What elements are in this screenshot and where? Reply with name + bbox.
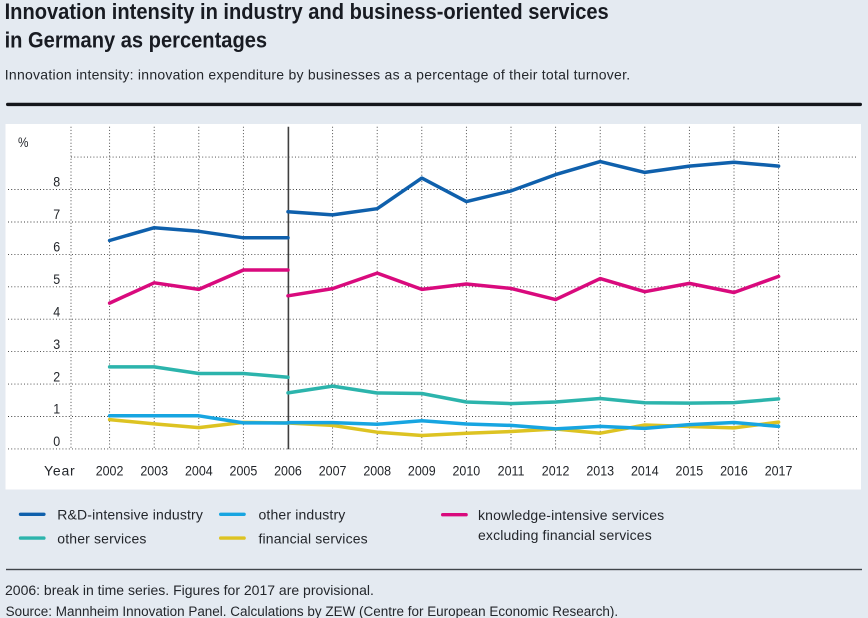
svg-text:Year: Year [44, 463, 76, 479]
svg-text:excluding financial services: excluding financial services [478, 527, 652, 543]
svg-text:8: 8 [53, 174, 60, 190]
svg-text:2012: 2012 [542, 463, 570, 479]
svg-text:%: % [18, 134, 29, 150]
svg-text:knowledge-intensive services: knowledge-intensive services [478, 507, 664, 523]
svg-text:other services: other services [57, 531, 146, 547]
svg-text:2005: 2005 [230, 463, 258, 479]
svg-text:financial services: financial services [259, 531, 368, 547]
svg-text:Innovation intensity in indust: Innovation intensity in industry and bus… [5, 0, 609, 24]
svg-text:3: 3 [53, 336, 60, 352]
svg-text:2: 2 [53, 369, 60, 385]
svg-text:2006: 2006 [274, 463, 302, 479]
svg-text:6: 6 [53, 239, 60, 255]
svg-text:Innovation intensity: innovati: Innovation intensity: innovation expendi… [5, 66, 631, 82]
svg-text:2016: 2016 [720, 463, 748, 479]
svg-text:2008: 2008 [363, 463, 391, 479]
svg-text:2002: 2002 [96, 463, 124, 479]
svg-text:5: 5 [53, 271, 60, 287]
svg-text:7: 7 [53, 207, 60, 223]
svg-text:2006: break in time series. Fi: 2006: break in time series. Figures for … [5, 582, 374, 598]
svg-text:4: 4 [53, 304, 60, 320]
svg-text:other industry: other industry [259, 507, 346, 523]
svg-text:2009: 2009 [408, 463, 436, 479]
svg-text:1: 1 [53, 401, 60, 417]
svg-text:2011: 2011 [498, 463, 525, 479]
svg-text:2013: 2013 [586, 463, 614, 479]
svg-text:2004: 2004 [185, 463, 213, 479]
svg-text:in Germany as percentages: in Germany as percentages [5, 29, 267, 53]
svg-text:2014: 2014 [631, 463, 659, 479]
svg-text:R&D-intensive industry: R&D-intensive industry [57, 507, 203, 523]
svg-text:2015: 2015 [676, 463, 704, 479]
svg-text:2003: 2003 [140, 463, 168, 479]
svg-text:2010: 2010 [452, 463, 480, 479]
svg-text:Source: Mannheim Innovation Pa: Source: Mannheim Innovation Panel. Calcu… [6, 604, 619, 618]
svg-text:2017: 2017 [765, 463, 793, 479]
svg-text:2007: 2007 [319, 463, 347, 479]
svg-text:0: 0 [53, 433, 60, 449]
